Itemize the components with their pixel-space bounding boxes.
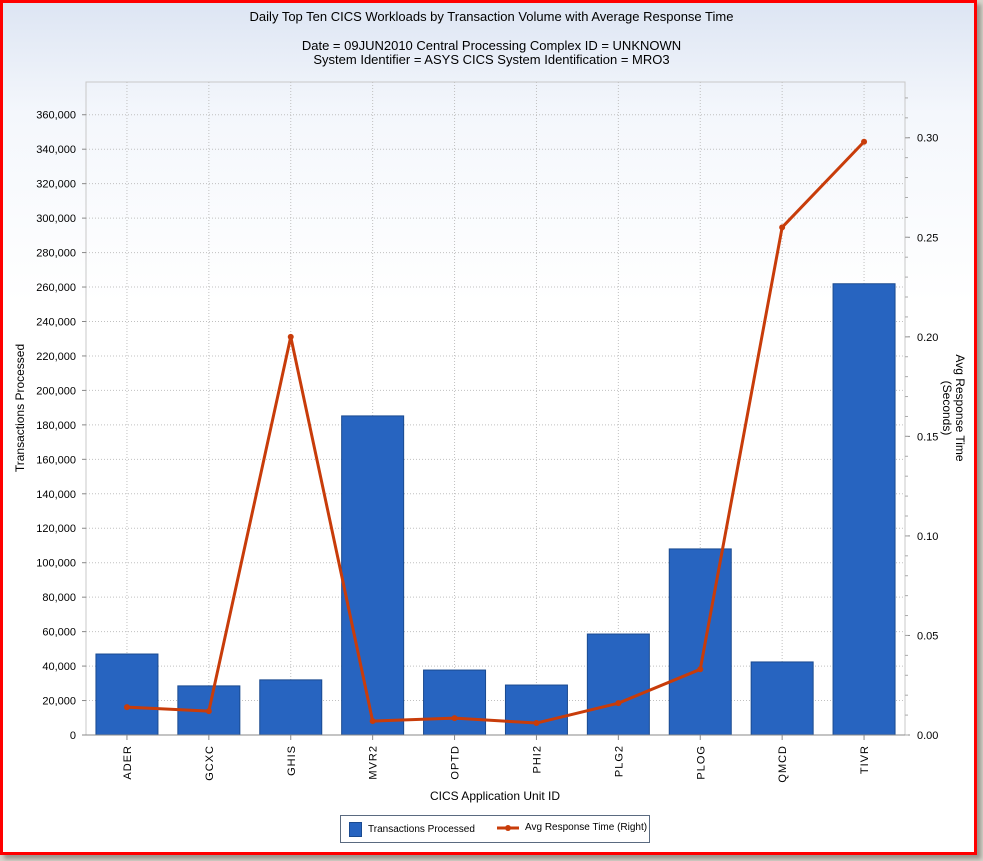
y2-tick-label: 0.00 [917,730,938,742]
bar-PLOG [668,548,732,736]
response-point-TIVR [861,138,868,145]
y-tick-label: 120,000 [36,523,76,535]
x-tick-label: OPTD [450,745,462,780]
y2-tick-label: 0.05 [917,630,938,642]
y2-tick-label: 0.15 [917,431,938,443]
chart-subtitle-2: System Identifier = ASYS CICS System Ide… [313,52,670,67]
y2-tick-label: 0.25 [917,232,938,244]
response-point-MVR2 [369,718,376,725]
axes: 0 20,000 40,000 60,000 80,000 100,000 120,000 1… [36,97,938,783]
y-tick-label: 240,000 [36,316,76,328]
bar-OPTD [423,669,487,736]
response-point-GCXC [205,708,212,715]
chart-title: Daily Top Ten CICS Workloads by Transact… [249,9,734,24]
response-point-PHI2 [533,720,540,727]
x-tick-label: GHIS [286,745,298,776]
y-tick-label: 100,000 [36,558,76,570]
y-tick-label: 60,000 [42,627,76,639]
x-tick-label: PLG2 [613,745,625,777]
y-tick-label: 340,000 [36,144,76,156]
response-point-GHIS [287,333,294,340]
line-marker-icon [497,824,519,831]
bar-TIVR [832,283,896,736]
response-point-PLG2 [615,700,622,707]
y-tick-label: 20,000 [42,696,76,708]
y2-axis-label-2: (Seconds) [940,381,954,436]
y-tick-label: 300,000 [36,213,76,225]
x-tick-label: GCXC [204,745,216,781]
response-point-PLOG [697,666,704,673]
x-tick-label: PHI2 [531,745,543,773]
y-tick-label: 140,000 [36,489,76,501]
y-tick-label: 160,000 [36,454,76,466]
legend-item-transactions[interactable]: Transactions Processed [349,822,475,837]
legend-label: Transactions Processed [368,824,475,835]
bar-GHIS [259,679,323,736]
x-axis-label: CICS Application Unit ID [430,789,560,803]
y-tick-label: 180,000 [36,420,76,432]
y-tick-label: 320,000 [36,179,76,191]
chart-subtitle-1: Date = 09JUN2010 Central Processing Comp… [301,38,682,53]
response-point-OPTD [451,715,458,722]
y-tick-label: 0 [70,730,76,742]
bar-PHI2 [504,684,568,736]
y-axis-label: Transactions Processed [13,344,27,472]
x-tick-label: PLOG [695,745,707,780]
response-point-ADER [123,704,130,711]
y2-tick-label: 0.30 [917,133,938,145]
y-tick-label: 220,000 [36,351,76,363]
legend-item-response[interactable]: Avg Response Time (Right) [497,822,647,833]
x-tick-label: MVR2 [368,745,380,780]
bar-ADER [95,653,159,736]
response-time-line [126,140,866,725]
bar-PLG2 [586,633,650,736]
y-tick-label: 40,000 [42,661,76,673]
x-tick-label: TIVR [859,745,871,774]
y2-axis-label-1: Avg Response Time [953,354,967,461]
y-tick-label: 80,000 [42,592,76,604]
bars [95,283,896,736]
y-tick-label: 360,000 [36,110,76,122]
bar-QMCD [750,661,814,736]
grid [85,81,906,736]
y-tick-label: 200,000 [36,385,76,397]
y2-tick-label: 0.10 [917,531,938,543]
y-tick-label: 280,000 [36,248,76,260]
y2-tick-label: 0.20 [917,332,938,344]
x-tick-label: QMCD [777,745,789,783]
response-point-QMCD [779,224,786,231]
y-tick-label: 260,000 [36,282,76,294]
bar-MVR2 [341,415,405,736]
legend-label: Avg Response Time (Right) [525,822,648,833]
bar-swatch-icon [349,822,362,837]
legend: Transactions Processed Avg Response Time… [340,815,650,843]
x-tick-label: ADER [122,745,134,780]
response-line [123,138,868,727]
